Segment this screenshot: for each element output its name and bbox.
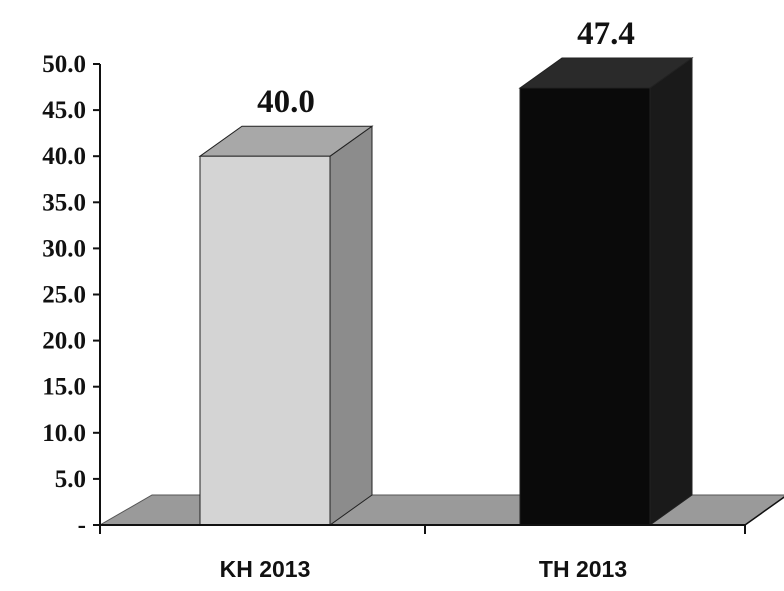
y-tick-label: 35.0	[42, 189, 86, 216]
bar-front-face	[199, 155, 331, 526]
data-label: 47.4	[577, 16, 635, 52]
y-tick-label: 30.0	[42, 235, 86, 262]
y-tick-label: -	[78, 512, 86, 539]
y-tick-label: 40.0	[42, 143, 86, 170]
y-tick-label: 10.0	[42, 420, 86, 447]
x-category-label: TH 2013	[539, 556, 627, 582]
y-tick-label: 25.0	[42, 282, 86, 309]
bar-side-face	[329, 125, 373, 526]
y-tick-label: 50.0	[42, 51, 86, 78]
bar-front-face	[519, 87, 651, 526]
bar-series	[198, 57, 694, 526]
y-axis: - 5.0 10.0 15.0 20.0 25.0 30.0 35.0 40.0 45.0 50.0	[42, 51, 101, 539]
y-tick-label: 45.0	[42, 97, 86, 124]
y-tick-label: 15.0	[42, 374, 86, 401]
bar-1	[198, 125, 374, 526]
x-axis: KH 2013 TH 2013	[99, 496, 784, 582]
bar-2	[518, 57, 694, 526]
x-category-label: KH 2013	[220, 556, 311, 582]
data-labels: 40.0 47.4	[257, 16, 635, 120]
y-tick-label: 20.0	[42, 328, 86, 355]
data-label: 40.0	[257, 84, 315, 120]
y-tick-label: 5.0	[55, 466, 86, 493]
bar-side-face	[649, 57, 693, 526]
x-axis-depth-edge	[744, 496, 784, 526]
